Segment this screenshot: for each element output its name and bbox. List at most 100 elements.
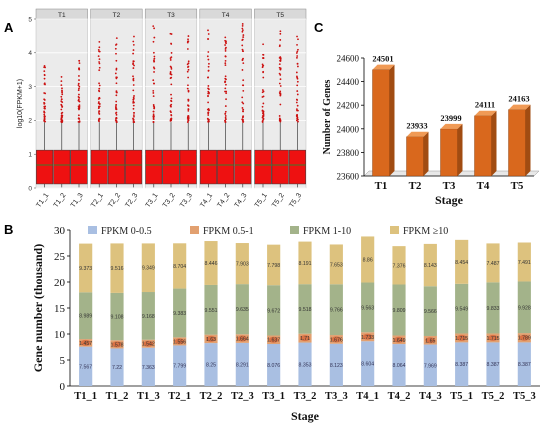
outlier-point — [207, 120, 210, 122]
outlier-point — [153, 107, 156, 110]
bar-segment — [110, 348, 124, 386]
legend-label: FPKM 0.5-1 — [203, 226, 254, 237]
data-label: 9.928 — [518, 305, 531, 311]
outlier-point — [224, 55, 227, 58]
bar-segment — [361, 236, 375, 283]
outlier-point — [279, 120, 282, 123]
outlier-point — [187, 119, 190, 122]
data-label: 9.833 — [487, 306, 500, 312]
outlier-point — [98, 105, 101, 108]
y-tick-label: 30 — [54, 225, 66, 237]
outlier-point — [44, 66, 47, 69]
outlier-point — [98, 46, 101, 49]
outlier-point — [296, 75, 298, 78]
box — [125, 149, 143, 185]
outlier-point — [187, 35, 190, 37]
data-label: 1.65 — [425, 338, 435, 344]
data-label: 8.191 — [299, 261, 312, 267]
outlier-point — [261, 91, 264, 94]
bar-segment — [110, 292, 124, 341]
y-tick-label: 5 — [28, 16, 32, 23]
outlier-point — [296, 90, 299, 92]
outlier-point — [78, 59, 81, 62]
outlier-point — [43, 118, 46, 121]
data-label: 1.733 — [361, 335, 374, 341]
facet-label: T4 — [222, 12, 230, 19]
data-label: 1.578 — [111, 342, 124, 348]
y-tick-label: 23800 — [337, 148, 360, 158]
outlier-point — [77, 95, 80, 98]
outlier-point — [170, 93, 172, 96]
outlier-point — [132, 60, 135, 63]
outlier-point — [61, 89, 63, 92]
data-label: 9.518 — [299, 307, 312, 313]
y-tick-label: 25 — [54, 251, 66, 263]
outlier-point — [207, 65, 210, 68]
x-tick-label: T1 — [375, 180, 388, 192]
data-label: 7.491 — [518, 260, 531, 266]
outlier-point — [98, 110, 101, 113]
outlier-point — [98, 40, 101, 43]
outlier-point — [242, 62, 245, 65]
outlier-point — [170, 114, 173, 116]
data-label: 9.549 — [455, 307, 468, 313]
data-label: 24501 — [372, 54, 393, 64]
outlier-point — [207, 51, 210, 53]
data-label: 9.672 — [267, 308, 280, 314]
outlier-point — [225, 98, 227, 101]
data-label: 1.71 — [300, 336, 310, 342]
outlier-point — [97, 98, 100, 100]
data-label: 8.076 — [267, 363, 280, 369]
bar-segment — [517, 281, 531, 334]
data-label: 1.457 — [79, 341, 92, 347]
outlier-point — [60, 98, 63, 101]
outlier-point — [132, 97, 135, 100]
outlier-point — [241, 38, 244, 41]
outlier-point — [224, 105, 227, 107]
outlier-point — [153, 57, 156, 60]
outlier-point — [98, 87, 101, 90]
outlier-point — [241, 25, 244, 27]
x-axis-label: Stage — [291, 409, 320, 423]
segment-highlight — [299, 335, 311, 342]
outlier-point — [208, 109, 210, 111]
segment-highlight — [143, 340, 154, 347]
bar — [474, 115, 492, 177]
bar-top — [406, 131, 429, 137]
outlier-point — [224, 44, 226, 46]
outlier-point — [43, 107, 46, 110]
data-label: 9.373 — [79, 266, 92, 272]
data-label: 9.563 — [361, 305, 374, 311]
outlier-point — [152, 40, 155, 43]
legend-swatch — [390, 226, 399, 234]
box — [53, 149, 71, 185]
outlier-point — [98, 50, 100, 53]
outlier-point — [224, 118, 227, 121]
y-tick-label: 24600 — [337, 54, 360, 64]
outlier-point — [153, 36, 156, 39]
outlier-point — [97, 48, 100, 51]
outlier-point — [261, 109, 264, 112]
data-label: 9.635 — [236, 307, 249, 313]
bar-segment — [79, 243, 93, 293]
outlier-point — [224, 113, 227, 115]
outlier-point — [278, 115, 281, 117]
outlier-point — [278, 63, 281, 66]
bar — [508, 109, 526, 177]
data-label: 9.383 — [173, 311, 186, 317]
data-label: 1.676 — [330, 337, 343, 343]
x-tick-label: T1_2 — [106, 391, 129, 402]
outlier-point — [169, 110, 172, 113]
outlier-point — [169, 118, 172, 120]
outlier-point — [77, 84, 80, 87]
bar-segment — [204, 284, 218, 335]
outlier-point — [224, 90, 226, 93]
outlier-point — [207, 69, 210, 72]
data-label: 8.123 — [330, 363, 343, 369]
outlier-point — [262, 64, 265, 67]
data-label: 8.604 — [361, 362, 374, 368]
data-label: 24163 — [508, 94, 529, 104]
bar-segment — [204, 343, 218, 386]
segment-highlight — [80, 339, 91, 346]
